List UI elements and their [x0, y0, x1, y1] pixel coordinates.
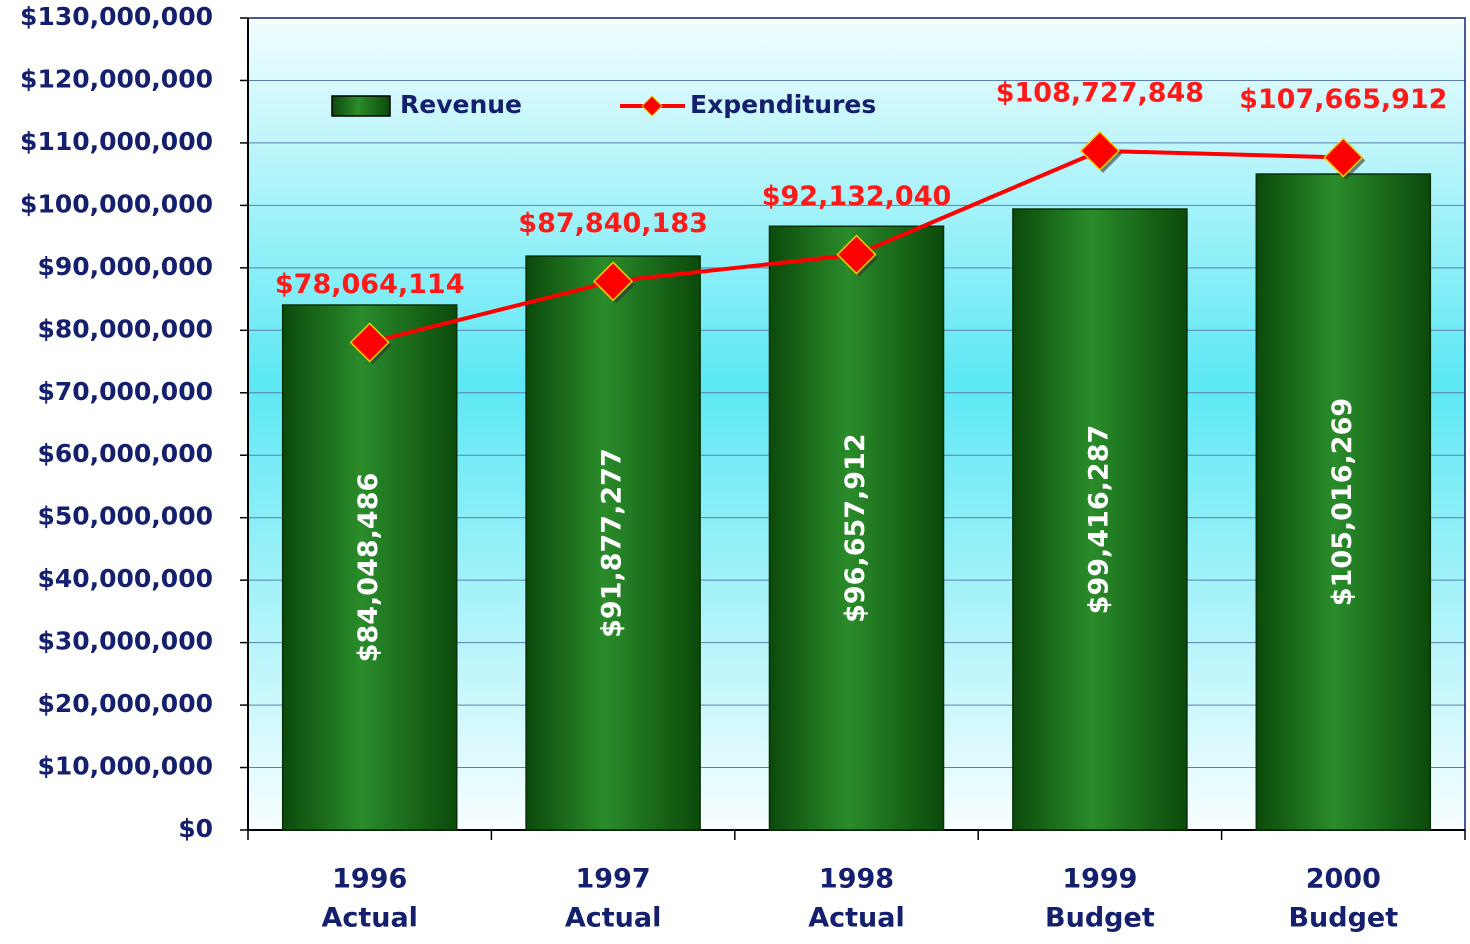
- legend-label: Expenditures: [690, 90, 876, 119]
- marker: [349, 322, 390, 363]
- y-tick-label: $80,000,000: [37, 314, 213, 343]
- x-tick-label: Budget: [1045, 903, 1155, 934]
- x-tick-label: Actual: [808, 903, 905, 934]
- y-tick-label: $10,000,000: [37, 752, 213, 781]
- line-value-label: $78,064,114: [275, 269, 465, 300]
- marker: [593, 261, 634, 302]
- legend-swatch: [331, 95, 391, 117]
- y-tick-label: $110,000,000: [20, 127, 213, 156]
- bar: [768, 225, 945, 831]
- bar-value-label: $91,877,277: [597, 448, 628, 638]
- marker: [836, 234, 877, 275]
- y-tick-label: $50,000,000: [37, 502, 213, 531]
- y-tick-label: $30,000,000: [37, 627, 213, 656]
- bar-value-label: $96,657,912: [840, 433, 871, 623]
- line-value-label: $107,665,912: [1239, 84, 1447, 115]
- bar: [1255, 173, 1432, 831]
- y-tick-label: $60,000,000: [37, 439, 213, 468]
- y-tick-label: $130,000,000: [20, 2, 213, 31]
- x-tick-label: 1997: [576, 864, 651, 895]
- x-tick-label: 2000: [1306, 864, 1381, 895]
- bar-value-label: $99,416,287: [1083, 425, 1114, 615]
- bar: [1012, 208, 1188, 831]
- bar: [281, 304, 458, 831]
- x-tick-label: 1998: [819, 864, 894, 895]
- y-tick-label: $90,000,000: [37, 252, 213, 281]
- x-tick-label: Actual: [565, 903, 662, 934]
- x-tick-label: Budget: [1288, 903, 1398, 934]
- bar-value-label: $84,048,486: [353, 473, 384, 663]
- marker: [1079, 130, 1120, 171]
- x-tick-label: 1996: [332, 864, 407, 895]
- line-value-label: $92,132,040: [762, 181, 952, 212]
- x-tick-label: Actual: [321, 903, 418, 934]
- y-tick-label: $100,000,000: [20, 189, 213, 218]
- marker: [1323, 137, 1364, 178]
- y-tick-label: $40,000,000: [37, 564, 213, 593]
- line-value-label: $87,840,183: [518, 208, 708, 239]
- line-value-label: $108,727,848: [996, 77, 1204, 108]
- y-tick-label: $0: [178, 814, 213, 843]
- y-tick-label: $20,000,000: [37, 689, 213, 718]
- y-tick-label: $120,000,000: [20, 64, 213, 93]
- legend-marker: [641, 95, 663, 117]
- x-tick-label: 1999: [1062, 864, 1137, 895]
- bar-value-label: $105,016,269: [1327, 398, 1358, 606]
- y-tick-label: $70,000,000: [37, 377, 213, 406]
- legend-label: Revenue: [400, 90, 522, 119]
- bar: [525, 255, 701, 831]
